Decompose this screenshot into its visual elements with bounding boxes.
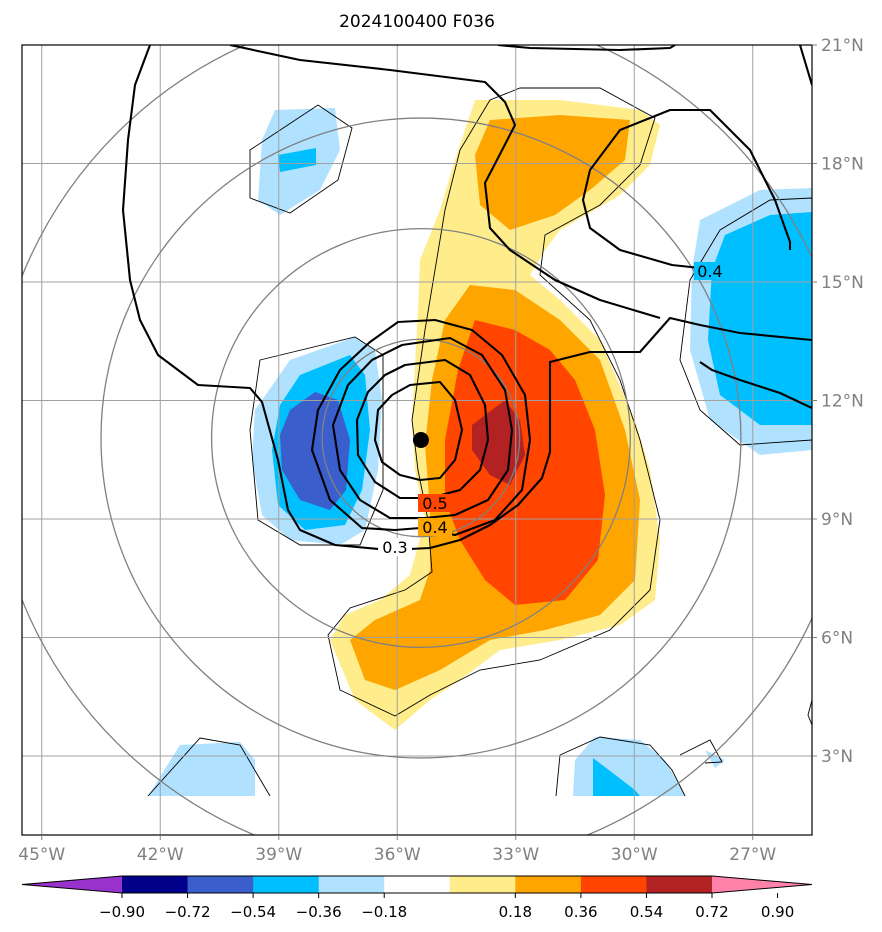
x-tick-label-5: 30°W [611,845,658,865]
colorbar-label-4: −0.18 [361,903,407,921]
y-tick-label-2: 15°N [821,273,864,293]
range-ring-1 [210,227,631,649]
x-tick-label-1: 42°W [137,845,184,865]
x-tick-label-3: 36°W [374,845,421,865]
range-rings [22,45,812,835]
colorbar-label-9: 0.90 [761,903,794,921]
thick-contours [121,45,812,552]
shaded-anomaly-layer [148,100,812,796]
y-axis-ticks: 21°N 18°N 15°N 12°N 9°N 6°N 3°N [812,36,864,767]
colorbar-label-5: 0.18 [499,903,532,921]
contour-label-1: 0.5 [422,494,447,513]
colorbar-bin-8 [646,876,713,893]
colorbar-extend-low [22,876,122,893]
colorbar-label-8: 0.72 [695,903,728,921]
range-ring-0 [321,338,521,538]
colorbar-bin-7 [580,876,647,893]
colorbar-bin-2 [253,876,320,893]
x-tick-label-0: 45°W [18,845,65,865]
range-ring-2 [100,117,742,759]
colorbar-bin-5 [449,876,516,893]
shading-positive-darkred [472,400,525,485]
colorbar-label-3: −0.36 [296,903,342,921]
shading-positive-red [445,320,605,605]
colorbar: −0.90 −0.72 −0.54 −0.36 −0.18 0.18 0.36 0.54 0.7… [21,875,813,921]
contour-labels: 0.5 0.4 0.3 0.4 [378,262,726,557]
colorbar-bin-1 [187,876,254,893]
map-area: 0.5 0.4 0.3 0.4 [22,45,812,835]
colorbar-label-7: 0.54 [630,903,663,921]
y-tick-label-0: 21°N [821,36,864,56]
x-tick-label-6: 27°W [729,845,776,865]
contour-label-3: 0.3 [382,538,407,557]
colorbar-bin-4 [384,876,451,893]
colorbar-label-1: −0.72 [165,903,211,921]
colorbar-bin-3 [318,876,385,893]
contour-label-2: 0.4 [422,518,447,537]
y-tick-label-3: 12°N [821,392,864,412]
colorbar-extend-high [712,876,812,893]
contour-label-4: 0.4 [697,262,722,281]
colorbar-label-6: 0.36 [564,903,597,921]
y-tick-label-4: 9°N [821,510,853,530]
x-tick-label-2: 39°W [255,845,302,865]
x-tick-label-4: 33°W [492,845,539,865]
y-tick-label-1: 18°N [821,155,864,175]
lat-lon-grid [22,45,812,835]
x-axis-ticks: 45°W 42°W 39°W 36°W 33°W 30°W 27°W [18,835,776,865]
map-frame [21,44,813,836]
thin-contours [147,87,812,797]
y-tick-label-6: 3°N [821,747,853,767]
colorbar-bin-6 [515,876,582,893]
colorbar-bin-0 [122,876,189,893]
y-tick-label-5: 6°N [821,629,853,649]
chart-title: 2024100400 F036 [339,12,495,32]
storm-center-marker [412,432,429,448]
colorbar-label-2: −0.54 [230,903,276,921]
colorbar-label-0: −0.90 [99,903,145,921]
